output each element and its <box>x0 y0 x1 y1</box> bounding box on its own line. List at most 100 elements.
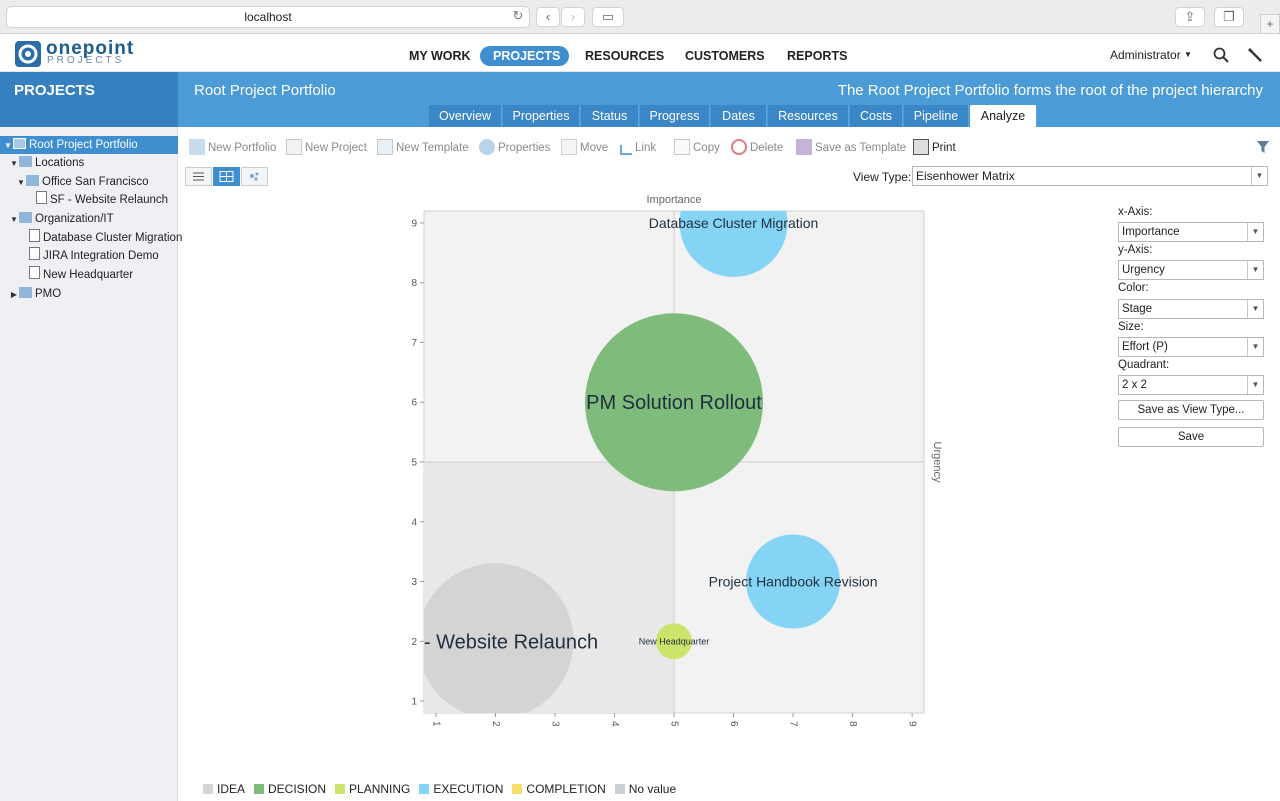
caret-down-icon: ▼ <box>1184 50 1192 59</box>
tree-label: Organization/IT <box>35 213 114 225</box>
print-button[interactable]: Print <box>913 139 956 157</box>
y-axis-select[interactable]: Urgency ▼ <box>1118 260 1264 280</box>
quadrant-value: 2 x 2 <box>1122 379 1147 391</box>
nav-projects[interactable]: PROJECTS <box>480 46 569 66</box>
expand-icon[interactable]: ▼ <box>4 141 12 150</box>
toolbar-label: Delete <box>750 142 784 154</box>
tree-item-locations[interactable]: ▼ Locations <box>0 154 84 172</box>
x-tick-label: 5 <box>668 721 679 727</box>
nav-customers[interactable]: CUSTOMERS <box>685 49 765 63</box>
tree-item-sf-website[interactable]: SF - Website Relaunch <box>0 191 168 209</box>
view-type-select[interactable]: Eisenhower Matrix ▼ <box>912 166 1268 186</box>
search-icon[interactable] <box>1212 46 1230 64</box>
tab-pipeline[interactable]: Pipeline <box>904 105 969 127</box>
nav-reports[interactable]: REPORTS <box>787 49 848 63</box>
project-title: Root Project Portfolio <box>194 82 336 99</box>
copy-button[interactable]: Copy <box>674 139 720 157</box>
new-portfolio-button[interactable]: New Portfolio <box>189 139 276 157</box>
tree-label: JIRA Integration Demo <box>43 250 159 262</box>
toolbar-label: Print <box>932 142 956 154</box>
tab-resources[interactable]: Resources <box>768 105 849 127</box>
logo-name: onepoint <box>46 38 135 59</box>
tab-costs[interactable]: Costs <box>850 105 903 127</box>
legend-swatch <box>203 784 213 794</box>
bubble-label: New Headquarter <box>639 636 710 646</box>
tab-status[interactable]: Status <box>581 105 639 127</box>
tree-item-organization-it[interactable]: ▼ Organization/IT <box>0 210 114 228</box>
delete-button[interactable]: Delete <box>731 139 783 157</box>
save-as-view-type-button[interactable]: Save as View Type... <box>1118 400 1264 420</box>
quadrant-select[interactable]: 2 x 2 ▼ <box>1118 375 1264 395</box>
color-select[interactable]: Stage ▼ <box>1118 299 1264 319</box>
tree-item-new-headquarter[interactable]: New Headquarter <box>0 266 133 284</box>
quadrant-label: Quadrant: <box>1118 359 1170 371</box>
tree-item-jira-demo[interactable]: JIRA Integration Demo <box>0 247 159 265</box>
view-type-label: View Type: <box>853 170 912 184</box>
tab-properties[interactable]: Properties <box>503 105 580 127</box>
tree-item-pmo[interactable]: ▶ PMO <box>0 285 61 303</box>
tools-icon[interactable] <box>1246 46 1264 64</box>
expand-icon[interactable]: ▼ <box>10 215 18 224</box>
new-template-button[interactable]: New Template <box>377 139 469 157</box>
bubble-view-button[interactable] <box>241 167 268 186</box>
legend-swatch <box>614 784 625 794</box>
share-icon[interactable]: ⇪ <box>1175 7 1205 27</box>
delete-icon <box>731 139 747 155</box>
url-bar[interactable]: localhost <box>6 6 530 28</box>
tabs-overview-icon[interactable]: ❐ <box>1214 7 1244 27</box>
new-project-icon <box>286 139 302 155</box>
chevron-down-icon: ▼ <box>1247 300 1263 318</box>
x-tick-label: 1 <box>430 721 441 727</box>
save-as-template-button[interactable]: Save as Template <box>796 139 906 157</box>
chevron-down-icon: ▼ <box>1247 376 1263 394</box>
portfolio-icon <box>19 287 32 298</box>
expand-icon[interactable]: ▼ <box>10 159 18 168</box>
bubble-label: Project Handbook Revision <box>709 573 878 589</box>
tree-item-root-portfolio[interactable]: ▼ Root Project Portfolio <box>0 136 178 154</box>
x-tick-label: 4 <box>609 721 620 727</box>
list-view-button[interactable] <box>185 167 212 186</box>
tree-item-office-sf[interactable]: ▼ Office San Francisco <box>0 173 149 191</box>
y-tick-label: 9 <box>411 218 417 229</box>
nav-my-work[interactable]: MY WORK <box>409 49 471 63</box>
x-tick-label: 9 <box>906 721 917 727</box>
link-button[interactable]: Link <box>620 139 656 157</box>
x-tick-label: 8 <box>847 721 858 727</box>
filter-icon[interactable] <box>1256 140 1270 154</box>
tab-overview[interactable]: Overview <box>429 105 502 127</box>
properties-button[interactable]: Properties <box>479 139 550 157</box>
toolbar-label: New Project <box>305 142 367 154</box>
bubble-project-handbook-revision <box>746 534 841 629</box>
expand-icon[interactable]: ▼ <box>17 178 25 187</box>
tree-item-db-cluster[interactable]: Database Cluster Migration <box>0 229 182 247</box>
chevron-down-icon: ▼ <box>1247 261 1263 279</box>
forward-icon[interactable]: › <box>561 7 585 27</box>
reload-icon[interactable]: ↻ <box>512 8 524 23</box>
y-axis-title: Urgency <box>931 442 943 483</box>
bubble-pm-solution-rollout <box>585 313 763 492</box>
move-button[interactable]: Move <box>561 139 608 157</box>
legend-item-no-value: No value <box>614 782 676 796</box>
info-icon <box>479 139 495 155</box>
chart-view-button[interactable] <box>213 167 240 186</box>
chevron-down-icon: ▼ <box>1247 223 1263 241</box>
tab-progress[interactable]: Progress <box>640 105 710 127</box>
new-tab-icon[interactable]: + <box>1260 14 1280 34</box>
tab-analyze[interactable]: Analyze <box>970 105 1037 127</box>
user-menu[interactable]: Administrator ▼ <box>1110 48 1192 62</box>
x-axis-title: Importance <box>646 194 701 206</box>
new-project-button[interactable]: New Project <box>286 139 367 157</box>
expand-icon[interactable]: ▶ <box>10 290 18 299</box>
size-select[interactable]: Effort (P) ▼ <box>1118 337 1264 357</box>
tree-label: Office San Francisco <box>42 176 149 188</box>
x-axis-select[interactable]: Importance ▼ <box>1118 222 1264 242</box>
tab-dates[interactable]: Dates <box>711 105 767 127</box>
back-icon[interactable]: ‹ <box>536 7 560 27</box>
save-button[interactable]: Save <box>1118 427 1264 447</box>
eisenhower-matrix-chart[interactable]: 1 2 3 4 5 6 7 8 9 1 2 3 4 5 6 7 8 9 Importance Urgency Datab… <box>400 190 950 750</box>
y-tick-label: 3 <box>411 577 417 588</box>
tree-label: New Headquarter <box>43 269 134 281</box>
matrix-icon <box>219 171 234 182</box>
nav-resources[interactable]: RESOURCES <box>585 49 665 63</box>
sidebar-toggle-icon[interactable]: ▭ <box>592 7 624 27</box>
